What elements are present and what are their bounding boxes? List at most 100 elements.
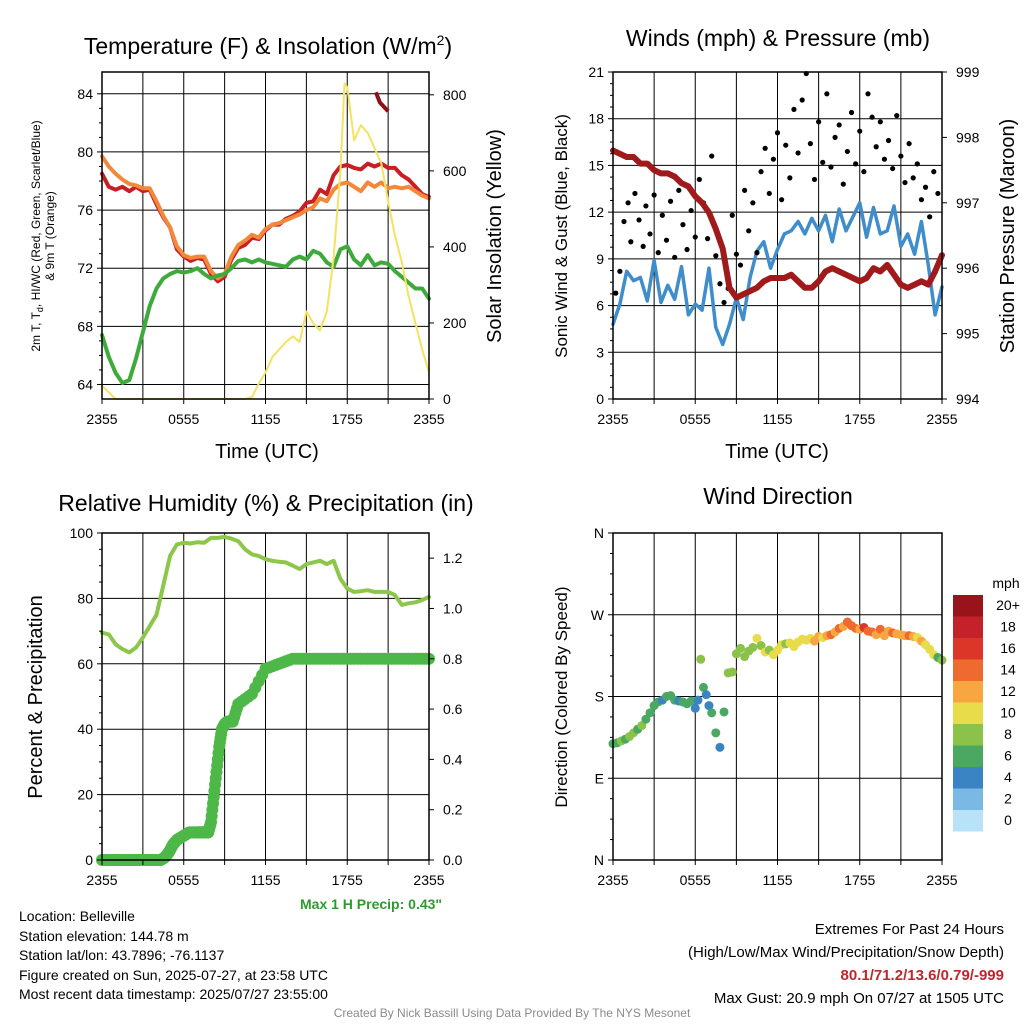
gust-point — [680, 222, 686, 228]
direction-point — [756, 641, 766, 651]
colorbar-swatch — [953, 702, 983, 724]
gust-point — [799, 97, 805, 103]
gust-point — [667, 198, 674, 204]
winds-ylabel-right: Station Pressure (Maroon) — [997, 119, 1019, 354]
y-tick-label-right: 998 — [956, 129, 980, 145]
direction-point — [693, 695, 703, 705]
direction-panel: Wind Direction N E S W N 2355 0555 1155 1755 2355… — [552, 483, 1020, 888]
gust-point — [853, 161, 859, 167]
colorbar-swatch — [953, 810, 983, 832]
gust-point — [791, 106, 797, 112]
gust-point — [918, 197, 925, 203]
colorbar-label: 6 — [1004, 748, 1012, 764]
x-tick-label: 2355 — [413, 872, 444, 888]
direction-point — [727, 667, 737, 677]
colorbar-label: 8 — [1004, 726, 1012, 742]
y-tick-label-left: 76 — [77, 202, 93, 218]
gust-point — [621, 218, 627, 225]
gust-point — [636, 217, 642, 223]
colorbar-title: mph — [992, 575, 1019, 591]
series-line-relative-humidity — [100, 534, 431, 655]
direction-point — [690, 703, 700, 713]
y-tick-label-right: 0.6 — [443, 701, 463, 717]
x-tick-label: 2355 — [926, 411, 957, 427]
extremes-heading: Extremes For Past 24 Hours — [814, 921, 1004, 938]
gust-point — [848, 109, 855, 116]
gust-point — [672, 254, 678, 260]
colorbar-swatch — [953, 724, 983, 746]
colorbar-swatch — [953, 767, 983, 789]
gust-point — [927, 214, 933, 220]
y-tick-label-left: N — [594, 852, 604, 868]
colorbar-swatch — [953, 681, 983, 703]
y-tick-label-left: N — [594, 525, 604, 541]
y-tick-label-right: 0.4 — [443, 751, 463, 767]
direction-point — [637, 721, 647, 731]
y-tick-label-right: 995 — [956, 326, 980, 342]
gust-point — [688, 207, 694, 214]
gust-point — [617, 268, 623, 274]
gust-point — [898, 153, 904, 159]
direction-ylabel-left: Direction (Colored By Speed) — [552, 586, 571, 807]
plot-frame — [612, 71, 943, 400]
temperature-ylabel-left-line1: 2m T, Td, HI/WC (Red, Green, Scarlet/Blu… — [29, 120, 45, 351]
gust-point — [828, 164, 834, 170]
gust-point — [774, 130, 781, 136]
gust-point — [914, 161, 920, 167]
gust-point — [931, 169, 937, 175]
direction-point — [686, 696, 696, 706]
gust-point — [869, 114, 875, 120]
colorbar-label: 0 — [1004, 812, 1012, 828]
y-tick-label-left: 0 — [85, 852, 93, 868]
direction-point — [875, 624, 885, 634]
x-tick-label: 0555 — [680, 872, 711, 888]
colorbar-swatch — [953, 616, 983, 638]
y-tick-label-left: 72 — [77, 260, 93, 276]
gust-point — [783, 142, 789, 148]
colorbar-swatch — [953, 659, 983, 681]
x-tick-label: 1155 — [762, 411, 792, 427]
direction-point — [698, 682, 708, 692]
winds-xlabel: Time (UTC) — [725, 441, 829, 463]
colorbar-swatch — [953, 638, 983, 660]
gust-point — [737, 262, 744, 268]
gust-point — [816, 119, 822, 125]
y-tick-label-left: 21 — [588, 64, 604, 80]
x-tick-label: 0555 — [168, 411, 199, 427]
x-tick-label: 2355 — [86, 411, 117, 427]
colorbar-label: 4 — [1004, 769, 1012, 785]
gust-point — [733, 251, 739, 257]
y-tick-label-left: W — [591, 607, 605, 623]
humidity-axes: 0 20 40 60 80 100 0.0 0.2 0.4 0.6 0.8 1.0 1.2 2355 055… — [70, 525, 463, 888]
humidity-ylabel-left: Percent & Precipitation — [25, 595, 47, 798]
gust-point — [840, 181, 846, 187]
y-tick-label-left: 6 — [596, 298, 604, 314]
gust-point — [824, 91, 830, 97]
gust-point — [906, 141, 912, 147]
colorbar-label: 18 — [1000, 619, 1016, 635]
colorbar-label: 20+ — [996, 597, 1020, 613]
heat-index-line — [374, 91, 390, 113]
gust-point — [659, 212, 665, 218]
x-tick-label: 1755 — [332, 411, 363, 427]
y-tick-label-right: 0.8 — [443, 651, 463, 667]
extremes-legend: (High/Low/Max Wind/Precipitation/Snow De… — [688, 944, 1004, 961]
extremes-block: Extremes For Past 24 Hours (High/Low/Max… — [688, 918, 1004, 1010]
humidity-title: Relative Humidity (%) & Precipitation (i… — [58, 490, 473, 516]
temperature-panel: Temperature (F) & Insolation (W/m2) 64 68… — [29, 32, 506, 463]
station-info: Location: Belleville Station elevation: … — [19, 907, 328, 1005]
gust-point — [762, 145, 768, 151]
gust-point — [643, 203, 649, 209]
y-tick-label-left: 68 — [77, 318, 93, 334]
gust-point — [861, 169, 867, 175]
gust-point — [742, 187, 748, 193]
gust-point — [651, 192, 657, 198]
x-tick-label: 0555 — [680, 411, 711, 427]
y-tick-label-right: 997 — [956, 195, 980, 211]
y-tick-label-left: 3 — [596, 344, 604, 360]
humidity-series — [96, 534, 435, 866]
gust-point — [885, 137, 892, 144]
direction-point — [719, 707, 729, 717]
gust-point — [910, 175, 916, 181]
x-tick-label: 2355 — [926, 872, 957, 888]
